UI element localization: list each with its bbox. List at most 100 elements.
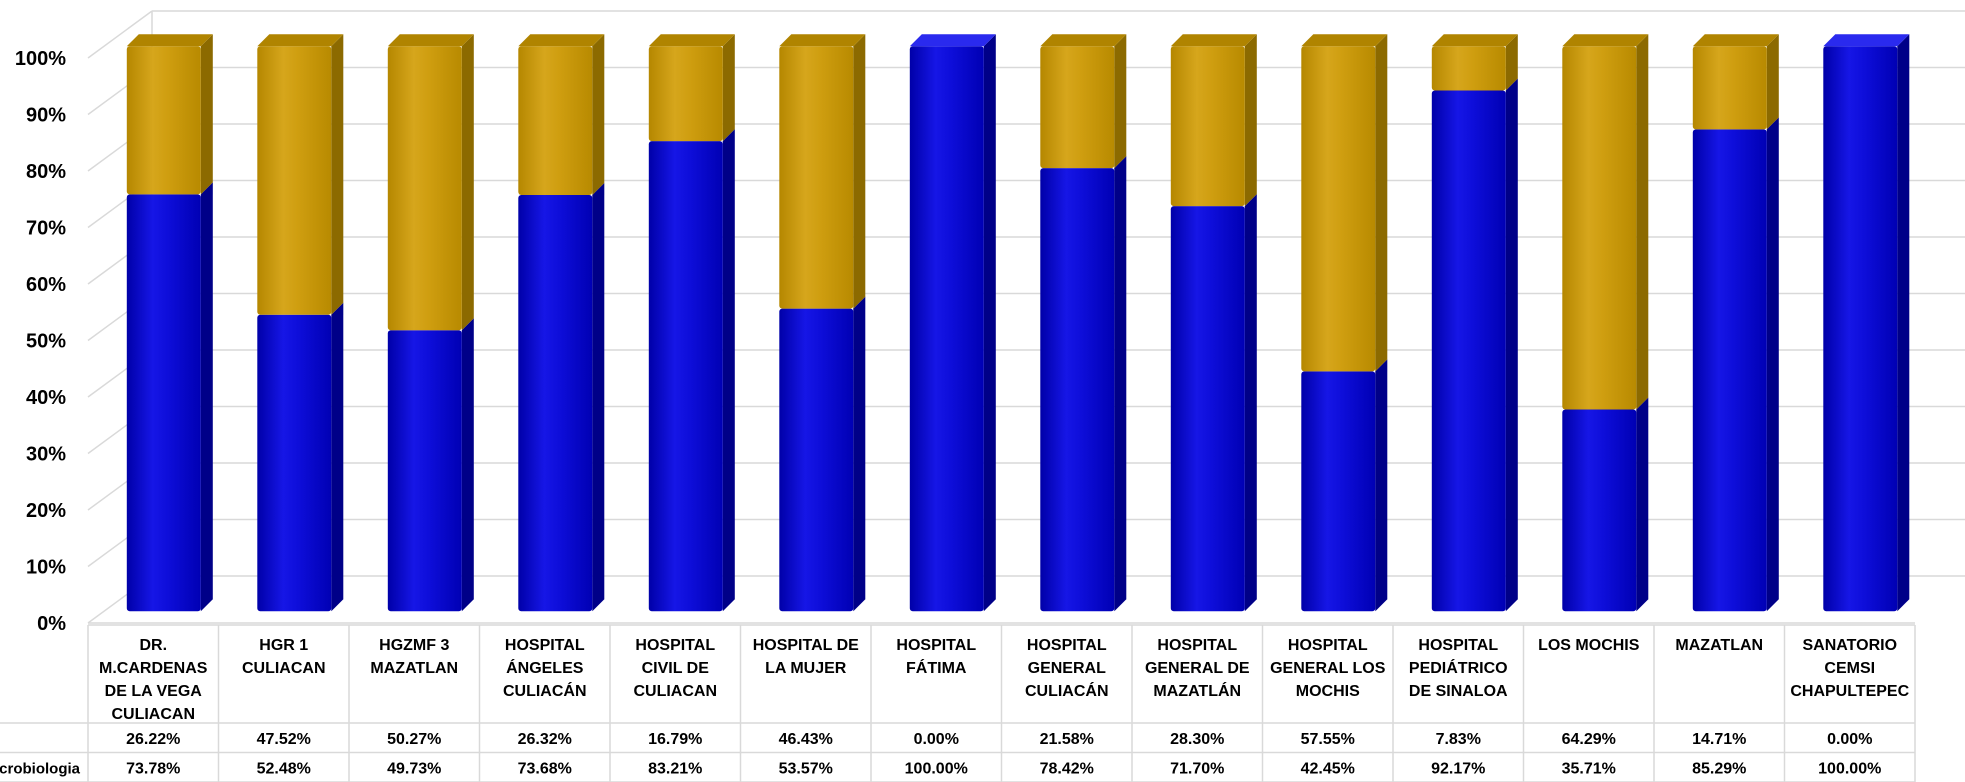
bar-segment xyxy=(1040,46,1115,169)
data-label: 92.17% xyxy=(1431,761,1485,778)
bar-segment xyxy=(1431,46,1506,91)
bar-side xyxy=(722,129,735,612)
bar-side xyxy=(1766,34,1779,130)
data-label: 28.30% xyxy=(1170,731,1224,748)
data-table: DR. M.CARDENAS DE LA VEGA CULIACAN HGR 1 CULI… xyxy=(0,624,1916,782)
x-category-label: MAZATLAN xyxy=(370,660,458,677)
bar-top xyxy=(1823,34,1910,47)
x-category-label: FÁTIMA xyxy=(906,658,967,677)
y-tick-label: 100% xyxy=(15,48,66,70)
bar-segment xyxy=(1692,129,1767,612)
x-category-label: CULIACÁN xyxy=(1025,681,1109,700)
bar-segment xyxy=(387,46,462,331)
bar-top xyxy=(518,34,605,47)
data-label: 73.78% xyxy=(126,761,180,778)
data-label: 50.27% xyxy=(387,731,441,748)
bar-top xyxy=(648,34,735,47)
x-category-label: CEMSI xyxy=(1824,660,1875,677)
y-tick-label: 50% xyxy=(26,331,66,353)
bar-segment xyxy=(257,314,332,612)
bar-side xyxy=(1375,359,1388,612)
bar-group xyxy=(126,34,213,612)
bar-segment xyxy=(779,46,854,309)
bar-side xyxy=(592,34,605,195)
data-label: 64.29% xyxy=(1562,731,1616,748)
data-label: 46.43% xyxy=(779,731,833,748)
bar-group xyxy=(257,34,344,612)
bar-side xyxy=(1505,34,1518,91)
bar-side xyxy=(1244,34,1257,207)
data-label: 83.21% xyxy=(648,761,702,778)
x-category-label: ÁNGELES xyxy=(506,658,584,677)
data-label: 85.29% xyxy=(1692,761,1746,778)
bar-side xyxy=(461,34,474,331)
bar-side xyxy=(200,182,213,612)
bar-group xyxy=(1431,34,1518,612)
bar-segment xyxy=(1040,168,1115,612)
bar-side xyxy=(853,34,866,309)
data-label: 14.71% xyxy=(1692,731,1746,748)
data-label: 53.57% xyxy=(779,761,833,778)
bar-group xyxy=(909,34,996,612)
bar-top xyxy=(1301,34,1388,47)
bar-segment xyxy=(518,194,593,612)
bar-side xyxy=(1897,34,1910,612)
bar-top xyxy=(1431,34,1518,47)
bar-segment xyxy=(1562,46,1637,410)
bar-top xyxy=(779,34,866,47)
y-tick-label: 0% xyxy=(37,613,66,635)
x-category-label: CIVIL DE xyxy=(642,660,710,677)
x-category-label: DE SINALOA xyxy=(1409,683,1508,700)
x-category-label: HOSPITAL xyxy=(505,637,585,654)
bar-group xyxy=(1170,34,1257,612)
x-category-label: GENERAL DE xyxy=(1145,660,1250,677)
data-label: 7.83% xyxy=(1436,731,1481,748)
data-label: 49.73% xyxy=(387,761,441,778)
y-tick-label: 80% xyxy=(26,161,66,183)
bar-segment xyxy=(1562,409,1637,612)
y-axis-ticks: 0% 10% 20% 30% 40% 50% 60% 70% 80% 90% 100% xyxy=(15,48,66,635)
x-category-label: MOCHIS xyxy=(1296,683,1360,700)
x-category-label: DE LA VEGA xyxy=(105,683,203,700)
bar-side xyxy=(331,302,344,612)
bar-group xyxy=(1692,34,1779,612)
x-category-label: LOS MOCHIS xyxy=(1538,637,1640,654)
x-category-label: CULIACAN xyxy=(633,683,717,700)
chart-back-wall xyxy=(87,10,1965,624)
data-label: 57.55% xyxy=(1301,731,1355,748)
data-label: 47.52% xyxy=(257,731,311,748)
bar-side xyxy=(331,34,344,315)
data-label: 21.58% xyxy=(1040,731,1094,748)
y-tick-label: 90% xyxy=(26,105,66,127)
x-category-label: SANATORIO xyxy=(1802,637,1897,654)
x-category-label: HOSPITAL xyxy=(1288,637,1368,654)
bar-segment xyxy=(1301,46,1376,372)
data-label: 16.79% xyxy=(648,731,702,748)
bar-segment xyxy=(1823,46,1898,612)
data-label: 0.00% xyxy=(1827,731,1872,748)
x-category-label: CULIACAN xyxy=(111,706,195,723)
y-tick-label: 60% xyxy=(26,274,66,296)
bar-segment xyxy=(387,330,462,612)
bar-side xyxy=(853,296,866,612)
x-category-label: HOSPITAL xyxy=(1027,637,1107,654)
bar-segment xyxy=(257,46,332,315)
data-label: 100.00% xyxy=(905,761,968,778)
bar-side xyxy=(1375,34,1388,372)
bar-top xyxy=(1040,34,1127,47)
bar-side xyxy=(200,34,213,195)
data-label: 73.68% xyxy=(518,761,572,778)
x-category-label: HOSPITAL DE xyxy=(753,637,859,654)
bar-top xyxy=(909,34,996,47)
bar-group xyxy=(648,34,735,612)
bar-segment xyxy=(648,46,723,142)
x-category-label: DR. xyxy=(139,637,167,654)
bar-segment xyxy=(126,46,201,195)
x-category-label: HOSPITAL xyxy=(896,637,976,654)
y-tick-label: 20% xyxy=(26,500,66,522)
bar-segment xyxy=(779,308,854,612)
bar-side xyxy=(1244,194,1257,612)
bar-top xyxy=(1170,34,1257,47)
bar-side xyxy=(1114,34,1127,169)
